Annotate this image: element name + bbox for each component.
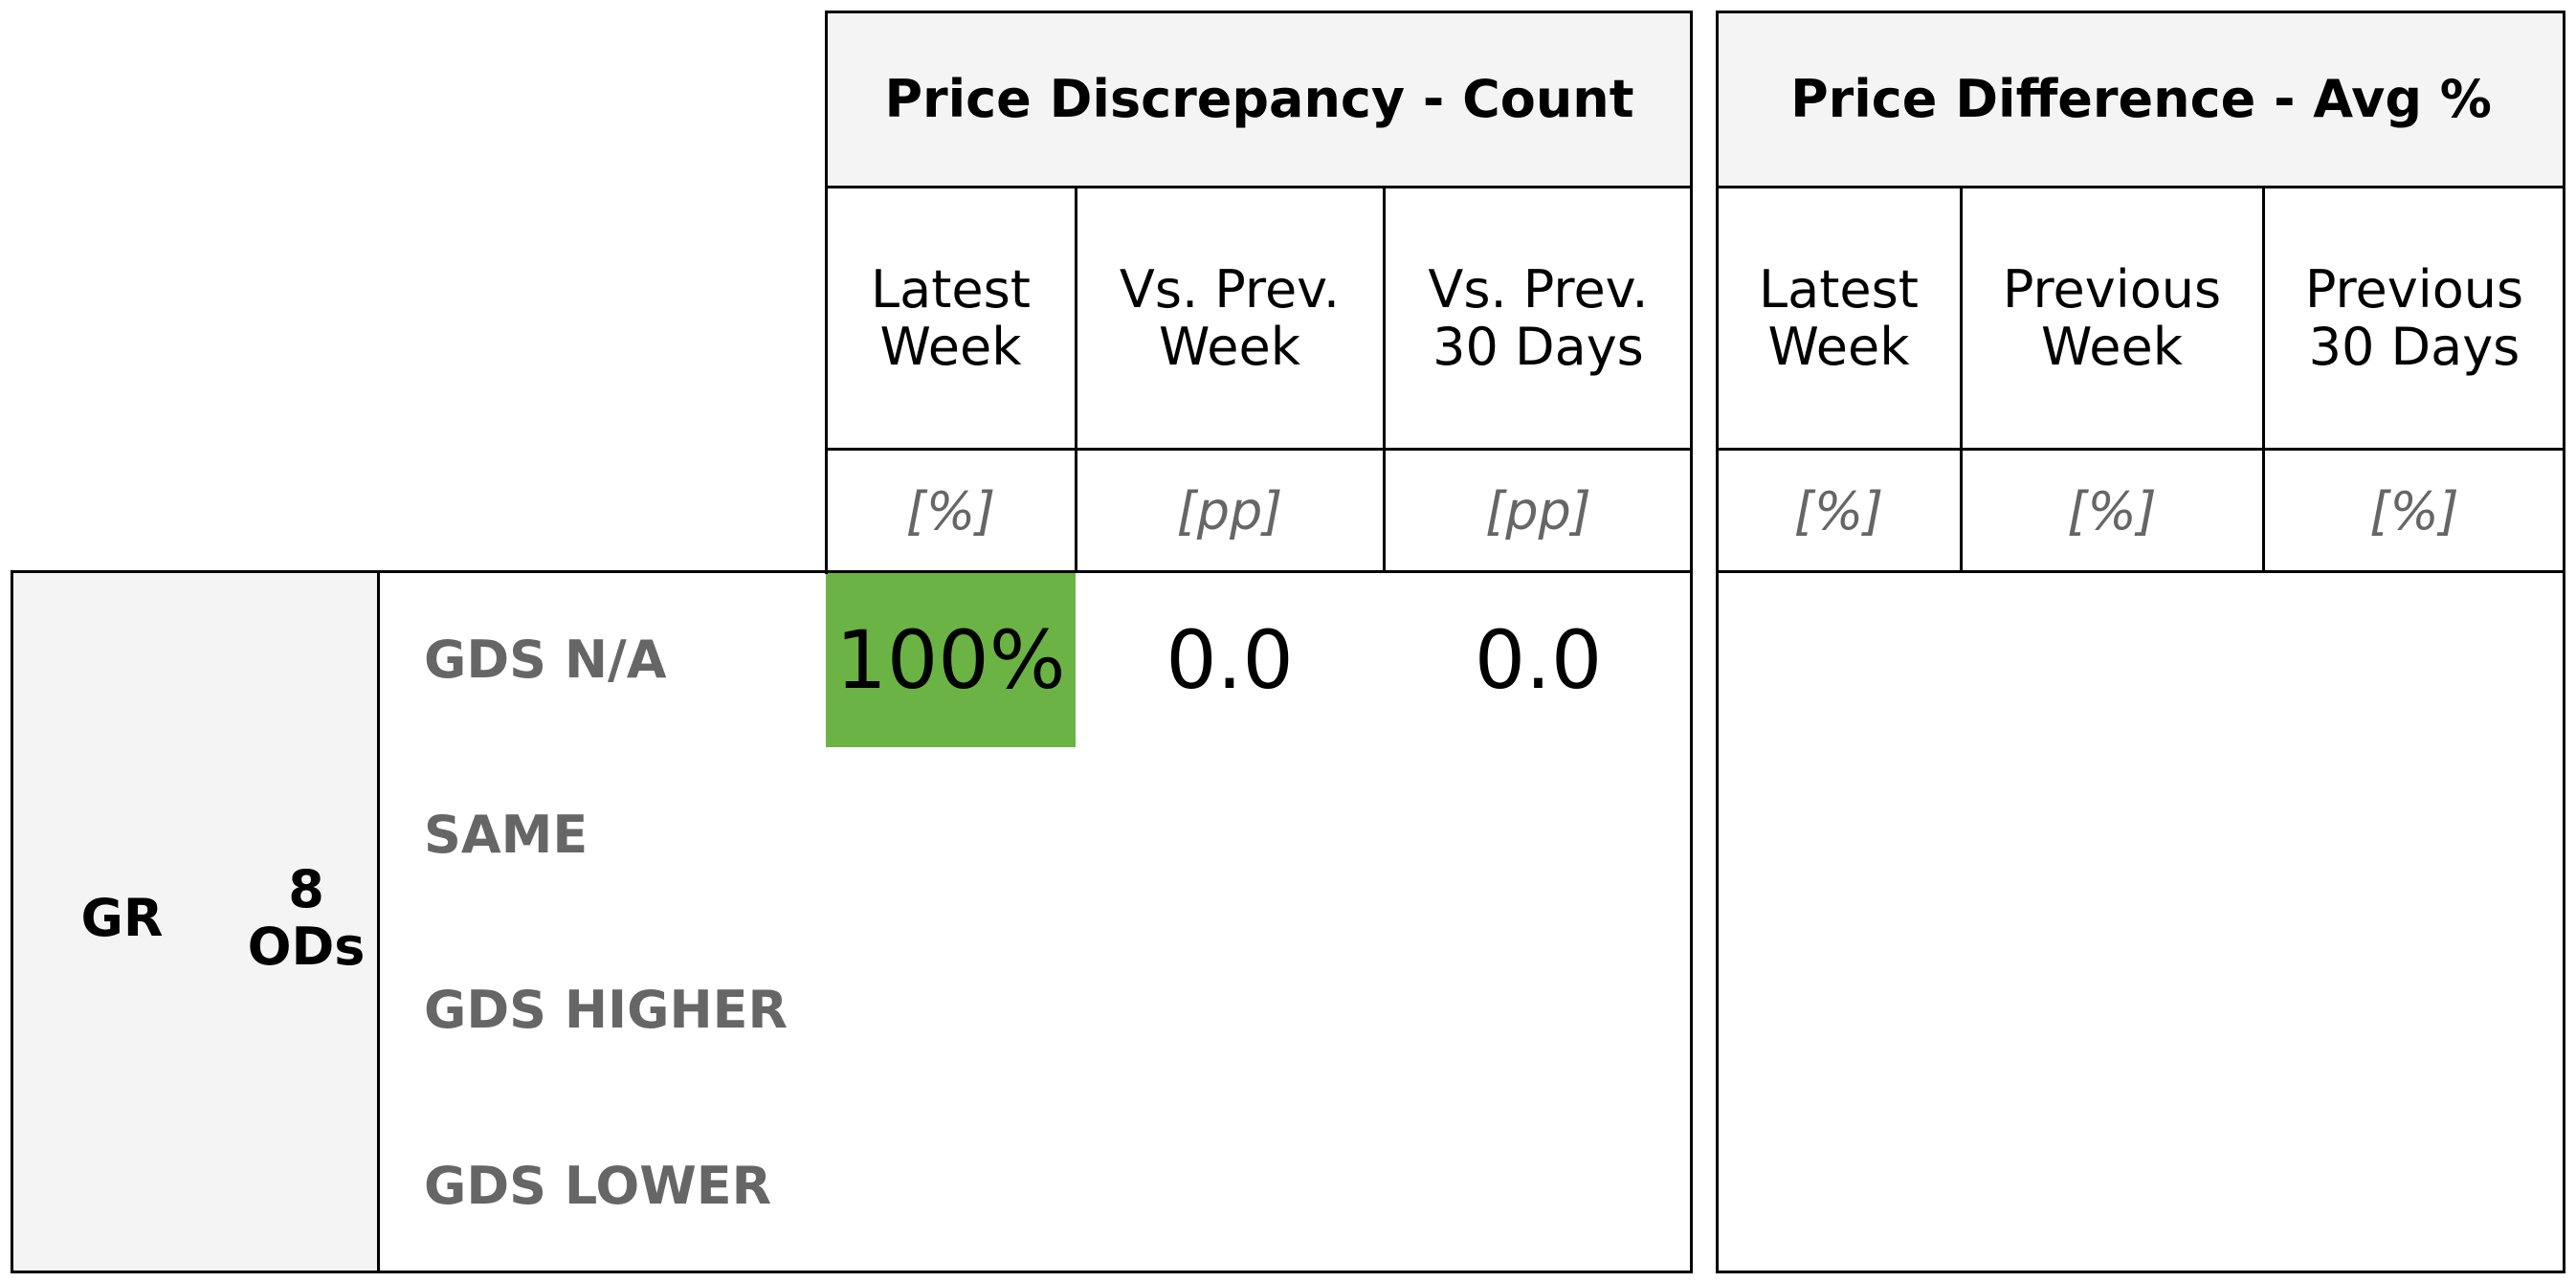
count-unit-latest-week: [%] xyxy=(905,480,996,542)
avg-unit-divider xyxy=(1716,448,2565,451)
avg-col-divider-2 xyxy=(2262,186,2265,572)
avg-table-right-border xyxy=(2563,11,2565,1273)
count-header-divider xyxy=(825,186,1693,188)
avg-table-left-border xyxy=(1716,11,1719,1273)
avg-unit-previous-week: [%] xyxy=(2067,480,2157,542)
avg-table-top-border xyxy=(1716,11,2565,13)
group-divider xyxy=(377,570,380,1273)
avg-col-previous-30-days: Previous 30 Days xyxy=(2304,259,2524,377)
row-label-gds-higher: GDS HIGHER xyxy=(424,980,788,1040)
avg-col-previous-week: Previous Week xyxy=(2002,259,2222,377)
body-top-border xyxy=(11,570,1693,573)
cell-gds-na-vs-prev-week: 0.0 xyxy=(1166,612,1294,707)
group-cell xyxy=(11,572,379,1273)
avg-unit-previous-30-days: [%] xyxy=(2369,480,2459,542)
avg-table-title-text: Price Difference - Avg % xyxy=(1790,69,2492,129)
count-table-title-text: Price Discrepancy - Count xyxy=(884,69,1634,129)
count-unit-vs-prev-week: [pp] xyxy=(1176,480,1283,542)
avg-col-divider-1 xyxy=(1960,186,1963,572)
avg-table-bottom-border xyxy=(1716,1271,2565,1273)
body-bottom-border xyxy=(11,1271,1693,1273)
group-ods-label: 8 ODs xyxy=(247,859,366,977)
avg-body-top-border xyxy=(1716,570,2565,573)
count-unit-vs-prev-30-days: [pp] xyxy=(1485,480,1591,542)
count-col-divider-2 xyxy=(1383,186,1386,572)
count-col-latest-week: Latest Week xyxy=(871,259,1031,377)
cell-gds-na-vs-prev-30-days: 0.0 xyxy=(1474,612,1603,707)
body-left-border xyxy=(11,570,13,1273)
count-table-left-border xyxy=(825,11,828,574)
group-market-label: GR xyxy=(80,888,164,948)
row-label-gds-lower: GDS LOWER xyxy=(424,1155,772,1216)
count-col-vs-prev-30-days: Vs. Prev. 30 Days xyxy=(1428,259,1649,377)
avg-table-title: Price Difference - Avg % xyxy=(1717,11,2565,188)
count-table-right-border xyxy=(1690,11,1693,1273)
avg-col-latest-week: Latest Week xyxy=(1759,259,1919,377)
avg-header-divider xyxy=(1716,186,2565,188)
row-label-same: SAME xyxy=(424,805,588,865)
row-label-gds-na: GDS N/A xyxy=(424,630,667,690)
count-col-vs-prev-week: Vs. Prev. Week xyxy=(1119,259,1341,377)
count-table-title: Price Discrepancy - Count xyxy=(826,11,1693,188)
avg-unit-latest-week: [%] xyxy=(1793,480,1884,542)
count-col-divider-1 xyxy=(1075,186,1077,572)
count-table-top-border xyxy=(825,11,1693,13)
cell-gds-na-latest-week: 100% xyxy=(826,572,1076,747)
count-unit-divider xyxy=(825,448,1693,451)
